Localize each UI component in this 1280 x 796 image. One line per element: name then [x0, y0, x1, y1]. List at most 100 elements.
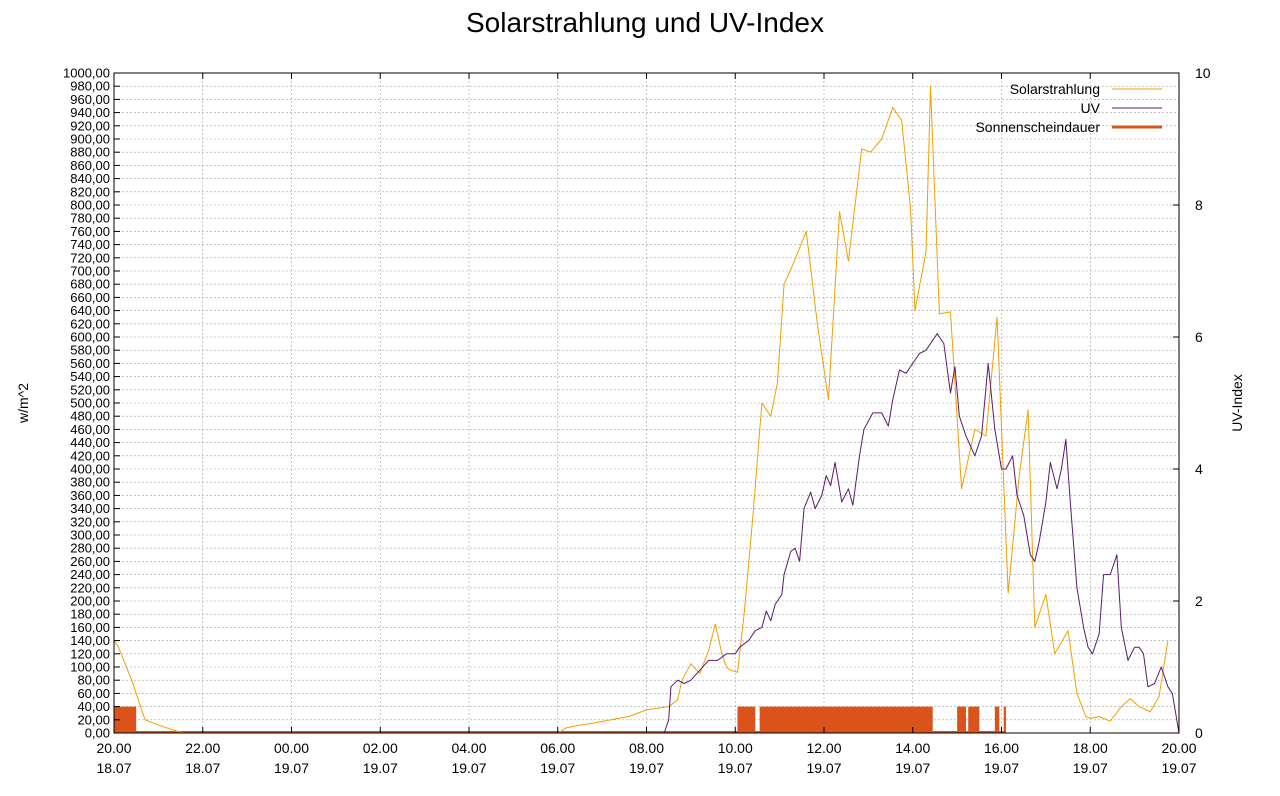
- y-tick-label: 960,00: [70, 92, 110, 107]
- x-tick-date-label: 19.07: [363, 760, 398, 776]
- y-tick-label: 40,00: [77, 699, 110, 714]
- x-tick-date-label: 19.07: [540, 760, 575, 776]
- y-tick-label: 200,00: [70, 594, 110, 609]
- y-tick-label: 300,00: [70, 528, 110, 543]
- y-tick-label: 820,00: [70, 184, 110, 199]
- y-tick-label: 560,00: [70, 356, 110, 371]
- y-tick-label: 1000,00: [63, 66, 110, 81]
- legend-label: Sonnenscheindauer: [975, 119, 1100, 135]
- legend: Solarstrahlung UV Sonnenscheindauer: [975, 81, 1162, 135]
- y-tick-label: 360,00: [70, 488, 110, 503]
- x-tick-date-label: 19.07: [451, 760, 486, 776]
- series-line-uv: [663, 333, 1180, 734]
- y-tick-label: 340,00: [70, 501, 110, 516]
- y2-tick-label: 0: [1195, 725, 1203, 741]
- x-tick-label: 02.00: [363, 740, 398, 756]
- y-tick-label: 460,00: [70, 422, 110, 437]
- y-tick-label: 780,00: [70, 211, 110, 226]
- y-tick-label: 580,00: [70, 343, 110, 358]
- y-tick-label: 140,00: [70, 633, 110, 648]
- sunshine-bar: [737, 706, 756, 733]
- y-tick-label: 220,00: [70, 580, 110, 595]
- y-tick-label: 660,00: [70, 290, 110, 305]
- y-tick-label: 180,00: [70, 607, 110, 622]
- x-tick-label: 00.00: [274, 740, 309, 756]
- y-tick-label: 700,00: [70, 264, 110, 279]
- y-tick-label: 280,00: [70, 541, 110, 556]
- sunshine-duration-bars: [114, 706, 1006, 733]
- y-tick-label: 980,00: [70, 79, 110, 94]
- y-tick-label: 880,00: [70, 145, 110, 160]
- y2-axis-label: UV-Index: [1229, 374, 1245, 432]
- sunshine-bar: [968, 706, 980, 733]
- series-line-solarstrahlung: [113, 85, 1169, 734]
- y-tick-label: 500,00: [70, 396, 110, 411]
- y-tick-label: 480,00: [70, 409, 110, 424]
- y-tick-label: 440,00: [70, 435, 110, 450]
- sunshine-bar: [994, 706, 1000, 733]
- x-tick-label: 08.00: [629, 740, 664, 756]
- y-tick-label: 860,00: [70, 158, 110, 173]
- chart-title: Solarstrahlung und UV-Index: [466, 7, 824, 38]
- x-tick-label: 06.00: [540, 740, 575, 756]
- x-tick-label: 20.00: [1161, 740, 1196, 756]
- x-tick-date-label: 19.07: [806, 760, 841, 776]
- series-lines: [113, 85, 1180, 734]
- x-tick-date-label: 18.07: [185, 760, 220, 776]
- y-tick-label: 680,00: [70, 277, 110, 292]
- y-tick-label: 100,00: [70, 660, 110, 675]
- legend-label: UV: [1081, 100, 1101, 116]
- y-tick-label: 20,00: [77, 712, 110, 727]
- x-tick-date-label: 19.07: [274, 760, 309, 776]
- legend-label: Solarstrahlung: [1010, 81, 1100, 97]
- sunshine-bar: [957, 706, 966, 733]
- x-tick-label: 22.00: [185, 740, 220, 756]
- y-tick-label: 640,00: [70, 303, 110, 318]
- y-tick-label: 760,00: [70, 224, 110, 239]
- y-tick-label: 240,00: [70, 567, 110, 582]
- x-tick-label: 20.00: [96, 740, 131, 756]
- y-tick-label: 260,00: [70, 554, 110, 569]
- x-tick-label: 12.00: [806, 740, 841, 756]
- y-tick-label: 420,00: [70, 448, 110, 463]
- y-axis-label: w/m^2: [15, 383, 31, 424]
- y-tick-label: 120,00: [70, 646, 110, 661]
- y2-tick-label: 8: [1195, 197, 1203, 213]
- y2-tick-label: 6: [1195, 329, 1203, 345]
- y-tick-label: 380,00: [70, 475, 110, 490]
- x-tick-date-label: 18.07: [96, 760, 131, 776]
- x-tick-label: 16.00: [984, 740, 1019, 756]
- sunshine-bar: [759, 706, 933, 733]
- x-tick-date-label: 19.07: [629, 760, 664, 776]
- y-tick-label: 160,00: [70, 620, 110, 635]
- y-tick-label: 800,00: [70, 198, 110, 213]
- y-tick-label: 920,00: [70, 118, 110, 133]
- sunshine-bar: [1003, 706, 1006, 733]
- y-tick-label: 620,00: [70, 316, 110, 331]
- x-tick-label: 14.00: [895, 740, 930, 756]
- y2-tick-label: 4: [1195, 461, 1203, 477]
- x-tick-date-label: 19.07: [895, 760, 930, 776]
- x-tick-date-label: 19.07: [1161, 760, 1196, 776]
- x-tick-date-label: 19.07: [1073, 760, 1108, 776]
- grid: [114, 73, 1179, 733]
- x-tick-label: 04.00: [451, 740, 486, 756]
- x-tick-label: 18.00: [1073, 740, 1108, 756]
- y-tick-label: 900,00: [70, 132, 110, 147]
- sunshine-bar: [114, 706, 137, 733]
- y-tick-label: 940,00: [70, 105, 110, 120]
- y-tick-label: 540,00: [70, 369, 110, 384]
- y-tick-label: 400,00: [70, 462, 110, 477]
- axis-ticks: 0,0020,0040,0060,0080,00100,00120,00140,…: [63, 65, 1211, 776]
- y-tick-label: 600,00: [70, 330, 110, 345]
- y-tick-label: 720,00: [70, 250, 110, 265]
- x-tick-date-label: 19.07: [984, 760, 1019, 776]
- y-tick-label: 840,00: [70, 171, 110, 186]
- y-tick-label: 320,00: [70, 514, 110, 529]
- y-tick-label: 80,00: [77, 673, 110, 688]
- y-tick-label: 0,00: [85, 726, 110, 741]
- x-tick-label: 10.00: [718, 740, 753, 756]
- y-tick-label: 740,00: [70, 237, 110, 252]
- y-tick-label: 520,00: [70, 382, 110, 397]
